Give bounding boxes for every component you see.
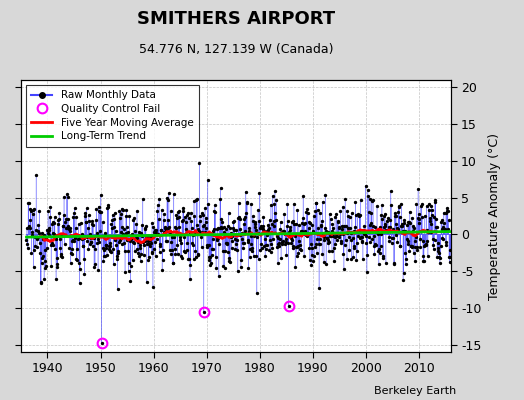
Text: SMITHERS AIRPORT: SMITHERS AIRPORT xyxy=(137,10,335,28)
Legend: Raw Monthly Data, Quality Control Fail, Five Year Moving Average, Long-Term Tren: Raw Monthly Data, Quality Control Fail, … xyxy=(26,85,199,146)
Text: Berkeley Earth: Berkeley Earth xyxy=(374,386,456,396)
Text: 54.776 N, 127.139 W (Canada): 54.776 N, 127.139 W (Canada) xyxy=(138,43,333,56)
Y-axis label: Temperature Anomaly (°C): Temperature Anomaly (°C) xyxy=(488,132,501,300)
